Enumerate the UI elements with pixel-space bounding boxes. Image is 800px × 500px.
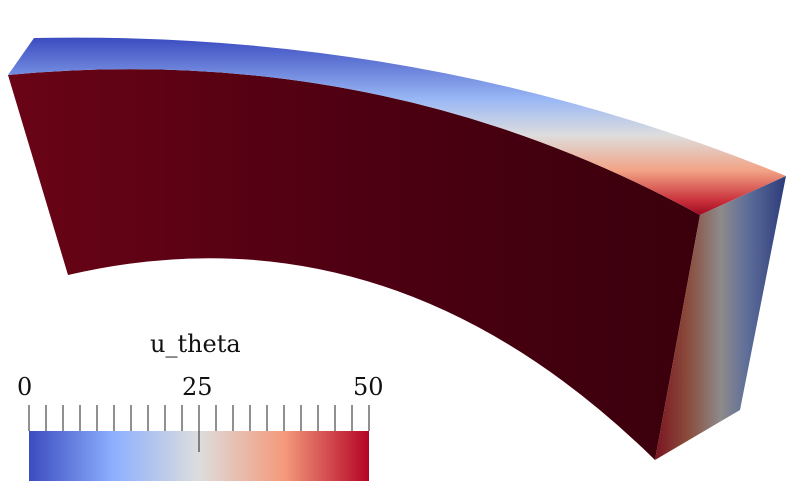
top-face <box>8 37 786 216</box>
end-face <box>655 176 786 460</box>
colorbar <box>28 405 370 481</box>
colorbar-min-label: 0 <box>17 373 33 401</box>
colorbar-max-label: 50 <box>353 373 384 401</box>
inner-face <box>8 69 700 461</box>
colorbar-mid-label: 25 <box>182 373 213 401</box>
colorbar-ticks <box>28 405 370 431</box>
colorbar-title: u_theta <box>150 330 241 358</box>
